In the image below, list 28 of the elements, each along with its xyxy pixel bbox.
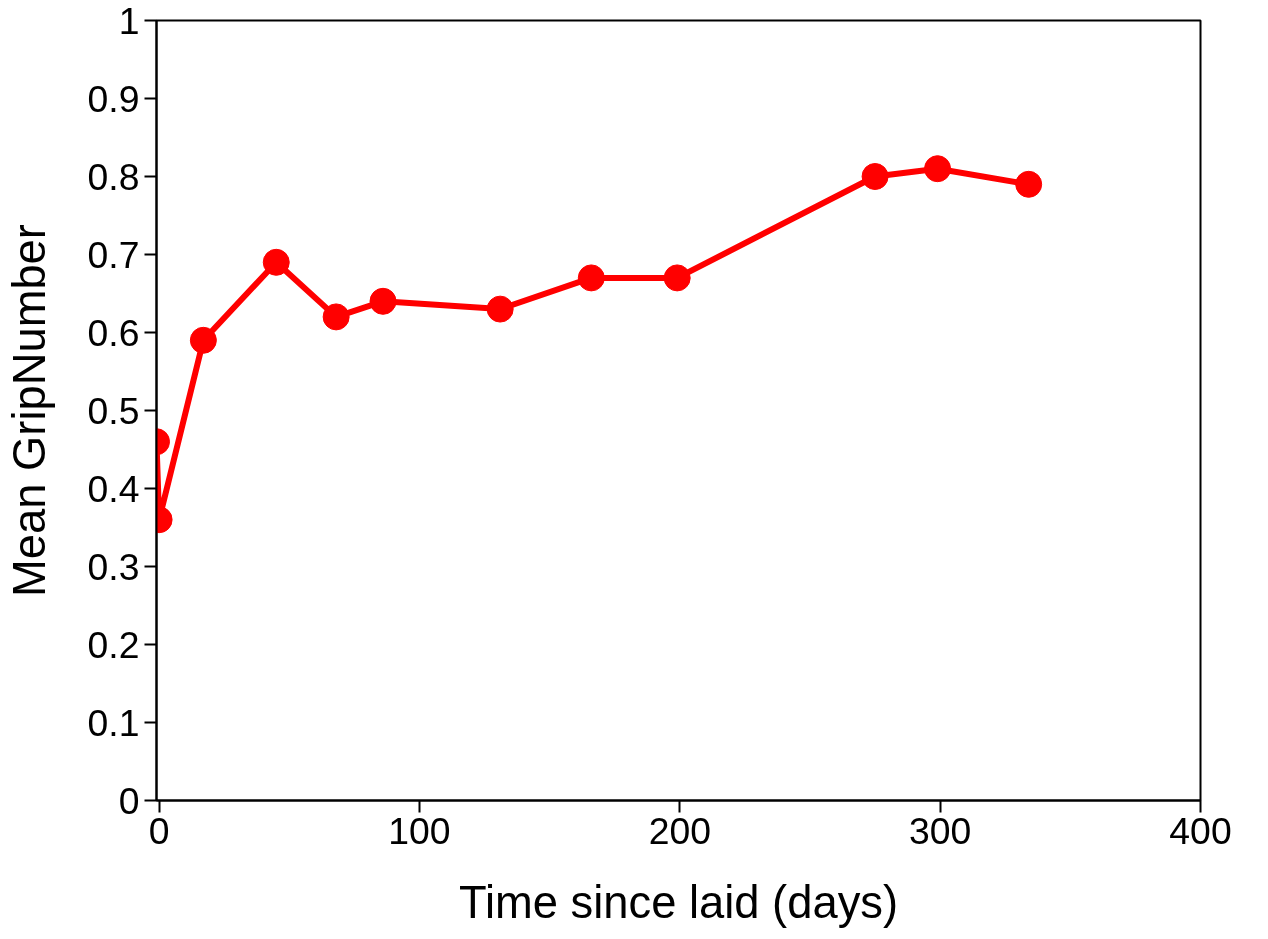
x-tick-label: 100 — [388, 809, 451, 852]
y-tick-label: 0.7 — [87, 233, 140, 276]
x-tick-label: 0 — [148, 809, 170, 852]
y-tick-label: 0.1 — [87, 701, 140, 744]
point — [924, 155, 952, 183]
x-tick-label: 300 — [909, 809, 972, 852]
y-tick-label: 0.2 — [87, 623, 140, 666]
point — [1015, 170, 1043, 198]
x-tick-label: 200 — [648, 809, 711, 852]
y-tick-label: 1 — [118, 0, 140, 42]
y-tick-label: 0.5 — [87, 389, 140, 432]
y-tick-label: 0.3 — [87, 545, 140, 588]
y-tick-label: 0.9 — [87, 77, 140, 120]
point — [369, 287, 397, 315]
point — [861, 163, 889, 190]
x-axis-title: Time since laid (days) — [458, 876, 899, 928]
x-tick-label: 400 — [1169, 809, 1232, 852]
point — [189, 326, 217, 354]
y-tick-label: 0.8 — [87, 155, 140, 198]
y-axis-title: Mean GripNumber — [3, 224, 55, 597]
point — [486, 295, 514, 323]
point — [663, 264, 691, 292]
point — [322, 303, 350, 331]
point — [577, 264, 605, 292]
y-tick-label: 0.4 — [87, 467, 140, 510]
y-tick-label: 0.6 — [87, 311, 140, 354]
point — [262, 248, 290, 276]
y-tick-label: 0 — [118, 779, 140, 822]
